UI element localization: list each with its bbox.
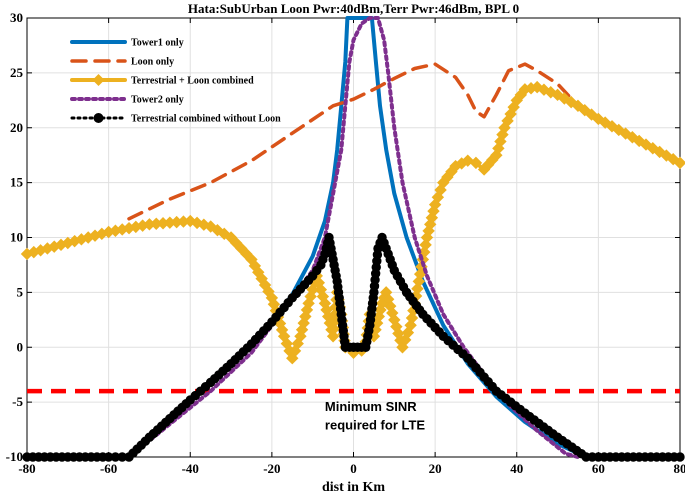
series-3-marker xyxy=(326,330,340,343)
x-tick-label: -40 xyxy=(182,461,199,476)
series-5-marker xyxy=(675,452,685,462)
legend-label-5: Terrestrial combined without Loon xyxy=(131,114,281,125)
legend-label-2: Loon only xyxy=(131,57,174,68)
y-tick-label: -5 xyxy=(12,394,23,409)
legend: Tower1 only Loon only Terrestrial + Loon c… xyxy=(70,38,281,125)
legend-marker-3 xyxy=(92,74,105,86)
y-tick-label: 15 xyxy=(10,175,24,190)
x-tick-label: 60 xyxy=(592,461,605,476)
tick-layer: -80 -60 -40 -20 0 20 40 60 80 -10 -5 0 5 10 15 20 25 30 xyxy=(6,10,685,476)
legend-label-4: Tower2 only xyxy=(131,95,184,106)
y-tick-label: 10 xyxy=(10,230,23,245)
series-2-line xyxy=(127,62,580,221)
annotation-text: Minimum SINR xyxy=(325,399,417,414)
x-tick-label: -60 xyxy=(100,461,117,476)
y-tick-label: 30 xyxy=(10,10,23,25)
x-tick-label: 80 xyxy=(674,461,685,476)
y-tick-label: 5 xyxy=(17,284,24,299)
annotation-text: required for LTE xyxy=(325,418,425,433)
x-tick-label: 20 xyxy=(429,461,442,476)
annotation-layer: Minimum SINR required for LTE xyxy=(325,399,425,433)
y-tick-label: 25 xyxy=(10,65,24,80)
series-3-marker xyxy=(673,156,685,170)
y-tick-label: 20 xyxy=(10,120,23,135)
y-tick-label: -10 xyxy=(6,449,23,464)
x-axis-label: dist in Km xyxy=(322,480,385,495)
legend-marker-5 xyxy=(93,113,104,123)
y-tick-label: 0 xyxy=(17,339,24,354)
x-tick-label: -20 xyxy=(263,461,280,476)
x-tick-label: -80 xyxy=(18,461,35,476)
legend-label-3: Terrestrial + Loon combined xyxy=(131,76,254,87)
series-3-marker xyxy=(469,156,483,170)
x-tick-label: 0 xyxy=(350,461,357,476)
chart-title: Hata:SubUrban Loon Pwr:40dBm,Terr Pwr:46… xyxy=(188,1,519,16)
x-tick-label: 40 xyxy=(510,461,523,476)
legend-label-1: Tower1 only xyxy=(131,38,184,49)
series-layer xyxy=(20,16,685,462)
